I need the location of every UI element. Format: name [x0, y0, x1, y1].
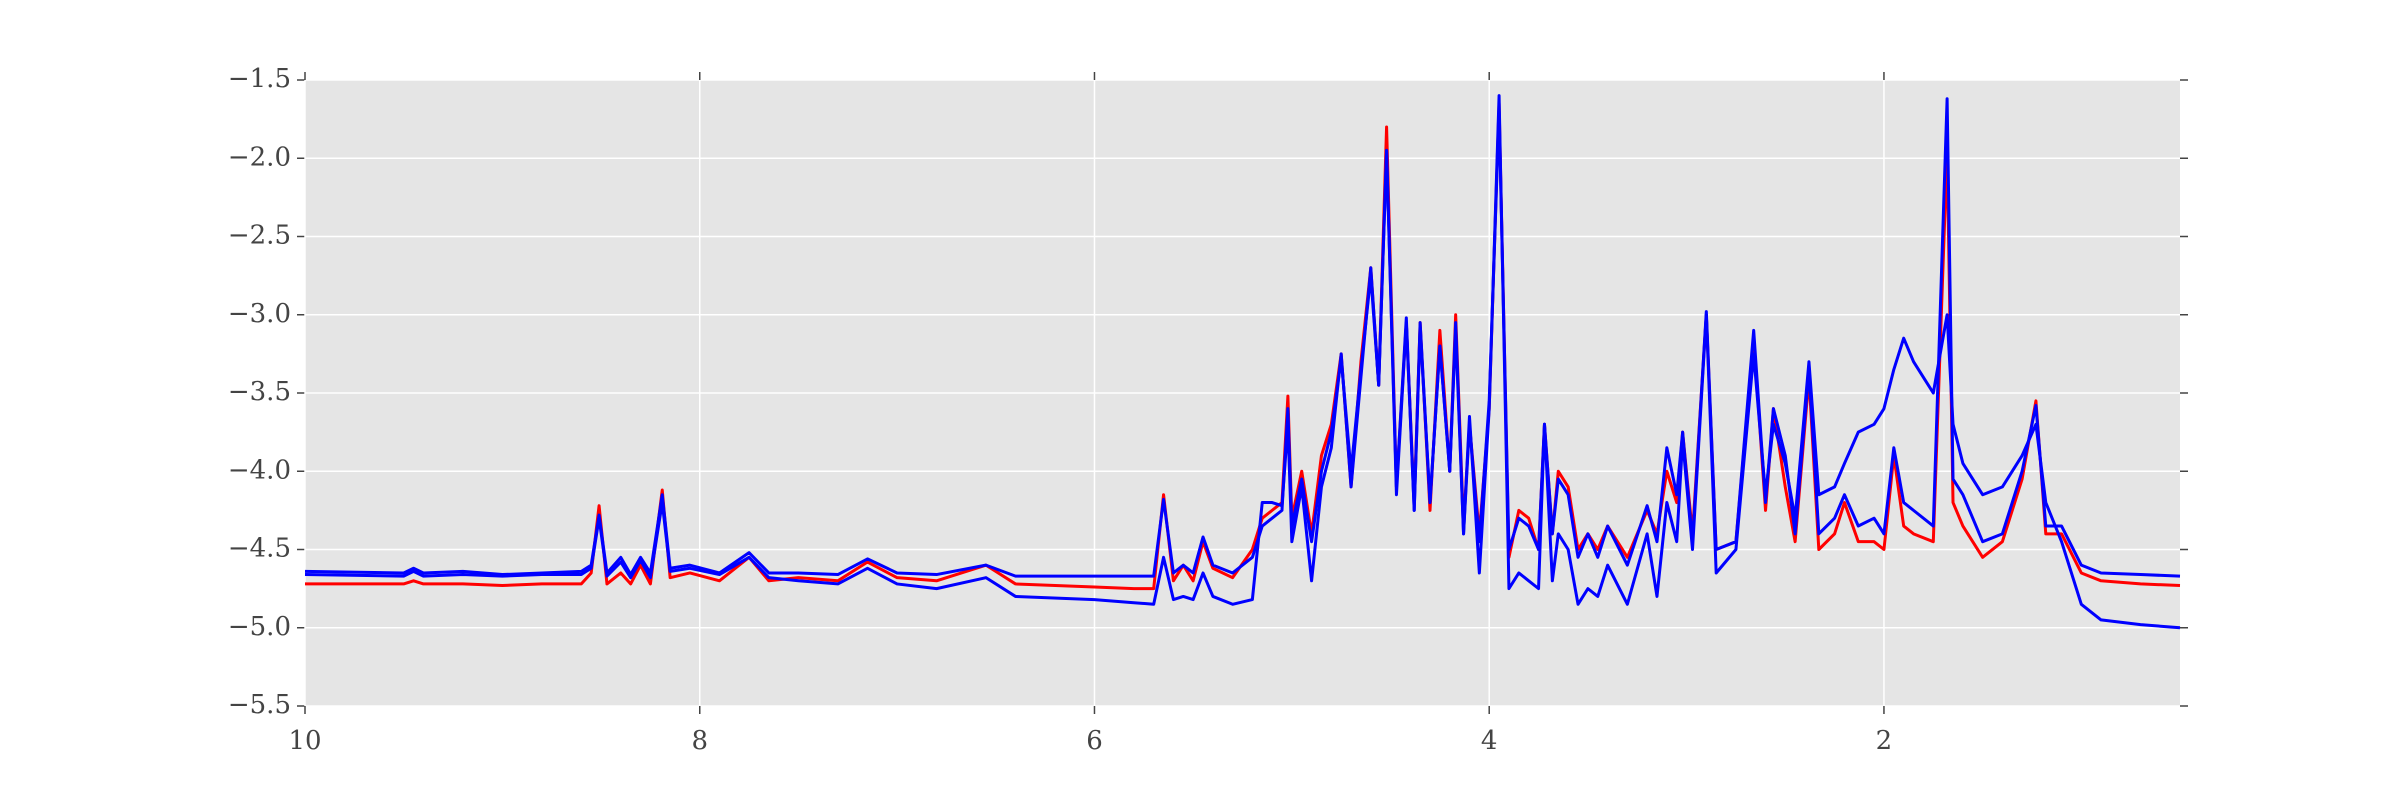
y-tick-label: −5.0: [228, 612, 291, 642]
x-tick-label: 2: [1876, 726, 1893, 756]
y-tick-label: −2.5: [228, 221, 291, 251]
x-tick-label: 10: [288, 726, 321, 756]
y-tick-label: −4.0: [228, 455, 291, 485]
y-tick-label: −2.0: [228, 142, 291, 172]
x-tick-label: 6: [1086, 726, 1103, 756]
y-tick-label: −3.0: [228, 299, 291, 329]
x-tick-label: 4: [1481, 726, 1498, 756]
y-tick-label: −4.5: [228, 534, 291, 564]
y-tick-label: −3.5: [228, 377, 291, 407]
y-tick-label: −5.5: [228, 690, 291, 720]
x-tick-label: 8: [691, 726, 708, 756]
y-tick-label: −1.5: [228, 64, 291, 94]
series-line: [304, 94, 2181, 630]
